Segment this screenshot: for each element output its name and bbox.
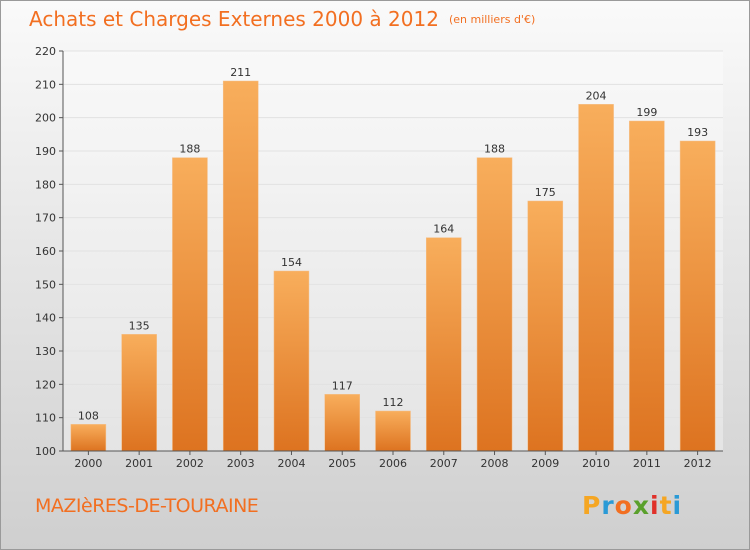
x-tick-label: 2004 bbox=[277, 457, 305, 470]
x-tick-label: 2005 bbox=[328, 457, 356, 470]
bar-2011 bbox=[629, 120, 665, 452]
logo-letter: i bbox=[650, 491, 660, 520]
y-tick-label: 110 bbox=[35, 412, 56, 425]
x-tick-label: 2009 bbox=[531, 457, 559, 470]
commune-name: MAZIèRES-DE-TOURAINE bbox=[35, 495, 259, 517]
bar-2012 bbox=[679, 140, 716, 452]
data-label: 117 bbox=[332, 379, 353, 392]
data-label: 164 bbox=[433, 223, 454, 236]
bar-2005 bbox=[324, 394, 360, 452]
y-tick-label: 120 bbox=[35, 378, 56, 391]
x-tick-label: 2006 bbox=[379, 457, 407, 470]
bar-2008 bbox=[476, 157, 513, 452]
x-tick-label: 2003 bbox=[227, 457, 255, 470]
data-label: 199 bbox=[636, 106, 657, 119]
axes bbox=[59, 50, 723, 455]
y-tick-label: 180 bbox=[35, 178, 56, 191]
data-label: 193 bbox=[687, 126, 708, 139]
logo-letter: i bbox=[672, 491, 683, 520]
labels: 100 110 120 130 140 150 160 170 180 190 200 210 220 2… bbox=[35, 45, 712, 470]
x-tick-label: 2010 bbox=[582, 457, 610, 470]
y-tick-label: 160 bbox=[35, 245, 56, 258]
x-tick-label: 2002 bbox=[176, 457, 204, 470]
bar-2007 bbox=[426, 237, 462, 452]
y-tick-label: 210 bbox=[35, 78, 56, 91]
logo-letter: o bbox=[614, 491, 633, 520]
logo-letter: x bbox=[632, 491, 650, 520]
bar-2000 bbox=[70, 424, 107, 452]
chart-title: Achats et Charges Externes 2000 à 2012 bbox=[29, 7, 439, 31]
y-tick-label: 100 bbox=[35, 445, 56, 458]
bar-2001 bbox=[121, 334, 157, 452]
data-label: 108 bbox=[78, 409, 99, 422]
chart-subtitle: (en milliers d'€) bbox=[448, 13, 536, 26]
y-tick-label: 220 bbox=[35, 45, 56, 58]
bar-2009 bbox=[527, 200, 564, 452]
data-label: 112 bbox=[383, 396, 404, 409]
data-label: 204 bbox=[586, 89, 607, 102]
proxiti-logo: Proxiti bbox=[582, 491, 682, 520]
x-tick-label: 2001 bbox=[125, 457, 153, 470]
logo-letter: t bbox=[659, 491, 673, 520]
x-tick-label: 2011 bbox=[633, 457, 661, 470]
y-tick-label: 130 bbox=[35, 345, 56, 358]
data-label: 188 bbox=[179, 143, 200, 156]
x-tick-label: 2000 bbox=[74, 457, 102, 470]
bar-2002 bbox=[172, 157, 208, 452]
bar-2010 bbox=[578, 104, 614, 452]
bar-2004 bbox=[273, 270, 310, 452]
data-label: 211 bbox=[230, 66, 251, 79]
bar-2003 bbox=[222, 80, 259, 452]
bars bbox=[70, 80, 716, 452]
x-tick-label: 2008 bbox=[481, 457, 509, 470]
y-tick-label: 140 bbox=[35, 312, 56, 325]
bar-2006 bbox=[375, 410, 411, 452]
grid-lines bbox=[63, 50, 723, 452]
data-label: 135 bbox=[129, 319, 150, 332]
data-label: 154 bbox=[281, 256, 302, 269]
data-label: 188 bbox=[484, 143, 505, 156]
logo-letter: P bbox=[582, 491, 602, 520]
y-tick-label: 150 bbox=[35, 278, 56, 291]
logo-letter: r bbox=[601, 491, 615, 520]
title-row: Achats et Charges Externes 2000 à 2012 (e… bbox=[29, 7, 535, 31]
x-tick-label: 2012 bbox=[684, 457, 712, 470]
data-label: 175 bbox=[535, 186, 556, 199]
y-tick-label: 200 bbox=[35, 112, 56, 125]
y-tick-label: 190 bbox=[35, 145, 56, 158]
x-tick-label: 2007 bbox=[430, 457, 458, 470]
y-tick-label: 170 bbox=[35, 212, 56, 225]
